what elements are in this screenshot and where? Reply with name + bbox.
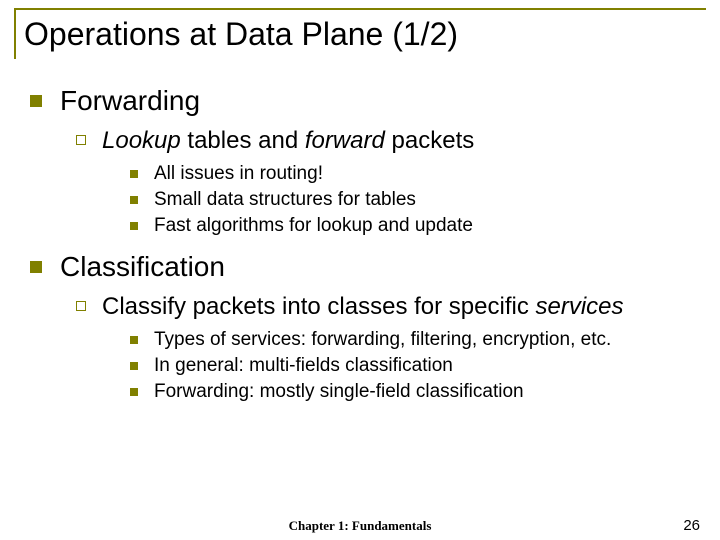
small-square-bullet-icon [130,362,138,370]
title-container: Operations at Data Plane (1/2) [14,8,706,59]
level3-text: Fast algorithms for lookup and update [154,215,473,237]
small-square-bullet-icon [130,196,138,204]
bullet-level3: All issues in routing! [130,163,690,185]
level1-text: Classification [60,251,225,283]
bullet-level2: Classify packets into classes for specif… [76,293,690,321]
small-square-bullet-icon [130,170,138,178]
bullet-level1: Forwarding [30,85,690,117]
level3-text: All issues in routing! [154,163,323,185]
bullet-level3: In general: multi-fields classification [130,355,690,377]
level2-text: Classify packets into classes for specif… [102,293,624,321]
bullet-level3: Types of services: forwarding, filtering… [130,329,690,351]
italic-word: forward [305,127,385,154]
small-square-bullet-icon [130,388,138,396]
italic-word: services [536,293,624,320]
hollow-square-bullet-icon [76,301,86,311]
bullet-level3: Fast algorithms for lookup and update [130,215,690,237]
bullet-level2: Lookup tables and forward packets [76,127,690,155]
square-bullet-icon [30,95,42,107]
plain-text: tables and [181,127,305,154]
small-square-bullet-icon [130,222,138,230]
small-square-bullet-icon [130,336,138,344]
plain-text: Classify packets into classes for specif… [102,293,536,320]
italic-word: Lookup [102,127,181,154]
footer-text: Chapter 1: Fundamentals [0,518,720,534]
bullet-level3: Small data structures for tables [130,189,690,211]
slide-title: Operations at Data Plane (1/2) [24,16,706,53]
level2-text: Lookup tables and forward packets [102,127,474,155]
hollow-square-bullet-icon [76,135,86,145]
level3-text: Small data structures for tables [154,189,416,211]
level3-text: Types of services: forwarding, filtering… [154,329,611,351]
level3-text: Forwarding: mostly single-field classifi… [154,381,524,403]
level3-text: In general: multi-fields classification [154,355,453,377]
bullet-level1: Classification [30,251,690,283]
page-number: 26 [683,517,700,534]
bullet-level3: Forwarding: mostly single-field classifi… [130,381,690,403]
plain-text: packets [385,127,474,154]
slide-content: Forwarding Lookup tables and forward pac… [0,59,720,403]
square-bullet-icon [30,261,42,273]
level1-text: Forwarding [60,85,200,117]
